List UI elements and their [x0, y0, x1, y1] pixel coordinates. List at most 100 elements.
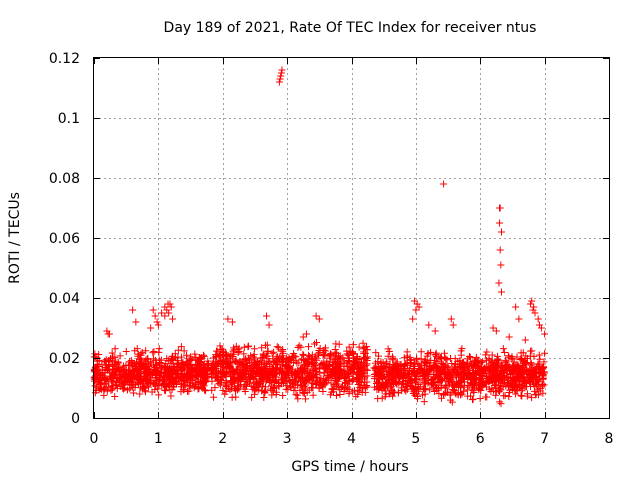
data-point	[136, 354, 144, 362]
data-point	[523, 379, 531, 387]
data-point	[415, 360, 423, 368]
data-point	[400, 374, 408, 381]
data-point	[409, 315, 417, 323]
data-point	[299, 375, 307, 383]
data-point	[517, 369, 525, 377]
data-point	[403, 385, 411, 393]
data-point	[394, 389, 402, 397]
data-point	[227, 365, 235, 373]
data-point	[200, 366, 208, 374]
data-point	[143, 365, 151, 373]
axis-ticks	[94, 58, 610, 419]
data-point	[472, 358, 480, 366]
data-point	[519, 382, 527, 390]
data-point	[401, 366, 409, 374]
data-point	[514, 373, 522, 381]
data-point	[319, 388, 327, 396]
data-point	[309, 359, 317, 367]
data-point	[116, 352, 124, 360]
data-point	[395, 377, 403, 385]
data-point	[312, 364, 320, 372]
data-point	[382, 364, 390, 372]
data-point	[166, 386, 174, 394]
data-point	[143, 376, 151, 384]
data-point	[432, 383, 440, 391]
data-point	[274, 360, 282, 368]
data-point	[406, 356, 414, 364]
data-point	[141, 384, 149, 392]
data-point	[447, 396, 455, 404]
data-point	[140, 361, 148, 369]
data-point	[489, 324, 497, 332]
data-point	[433, 358, 441, 366]
data-point	[229, 377, 237, 385]
data-point	[298, 386, 306, 394]
data-point	[161, 303, 169, 311]
data-point	[518, 354, 526, 362]
data-point	[138, 348, 146, 356]
data-point	[191, 350, 199, 358]
data-point	[470, 374, 478, 382]
data-point	[161, 312, 169, 320]
data-point	[188, 366, 196, 374]
data-point	[134, 350, 142, 358]
data-point	[395, 368, 403, 376]
data-point	[250, 384, 258, 392]
data-point	[275, 78, 283, 86]
data-point	[149, 306, 157, 314]
data-point	[517, 391, 525, 399]
data-point	[373, 380, 381, 388]
data-point	[412, 369, 420, 377]
data-point	[531, 382, 539, 390]
data-point	[492, 388, 500, 396]
data-point	[345, 380, 353, 388]
data-point	[389, 356, 397, 364]
data-point	[537, 324, 545, 332]
data-point	[236, 366, 244, 374]
data-point	[276, 75, 284, 83]
data-point	[390, 364, 398, 372]
data-point	[316, 361, 324, 369]
data-point	[424, 377, 432, 385]
data-point	[470, 368, 478, 376]
data-point	[305, 386, 313, 394]
data-point	[109, 363, 117, 371]
y-tick-label: 0	[71, 411, 80, 427]
data-point	[337, 384, 345, 392]
data-point	[250, 345, 258, 353]
data-point	[518, 392, 526, 400]
data-point	[469, 379, 477, 387]
data-point	[232, 393, 240, 401]
data-point	[389, 379, 397, 387]
data-point	[422, 385, 430, 393]
data-point	[219, 363, 227, 371]
data-point	[219, 372, 227, 380]
data-point	[268, 391, 276, 399]
data-point	[265, 378, 273, 386]
data-point	[345, 351, 353, 359]
data-point	[277, 69, 285, 77]
data-point	[258, 382, 266, 390]
data-point	[521, 336, 529, 344]
data-point	[404, 377, 412, 385]
data-point	[263, 341, 271, 349]
data-point	[461, 368, 469, 376]
data-point	[427, 356, 435, 364]
data-point	[390, 371, 398, 379]
data-point	[490, 366, 498, 374]
data-point	[300, 379, 308, 387]
data-point	[247, 375, 255, 383]
data-point	[306, 373, 314, 381]
data-point	[450, 386, 458, 394]
data-point	[295, 359, 303, 367]
data-point	[159, 372, 167, 380]
data-point	[534, 391, 542, 399]
data-point	[354, 390, 362, 398]
data-point	[199, 351, 207, 359]
data-point	[261, 367, 269, 375]
data-point	[499, 345, 507, 353]
data-point	[290, 380, 298, 388]
data-point	[186, 377, 194, 385]
data-point	[515, 374, 523, 382]
data-point	[192, 353, 200, 361]
